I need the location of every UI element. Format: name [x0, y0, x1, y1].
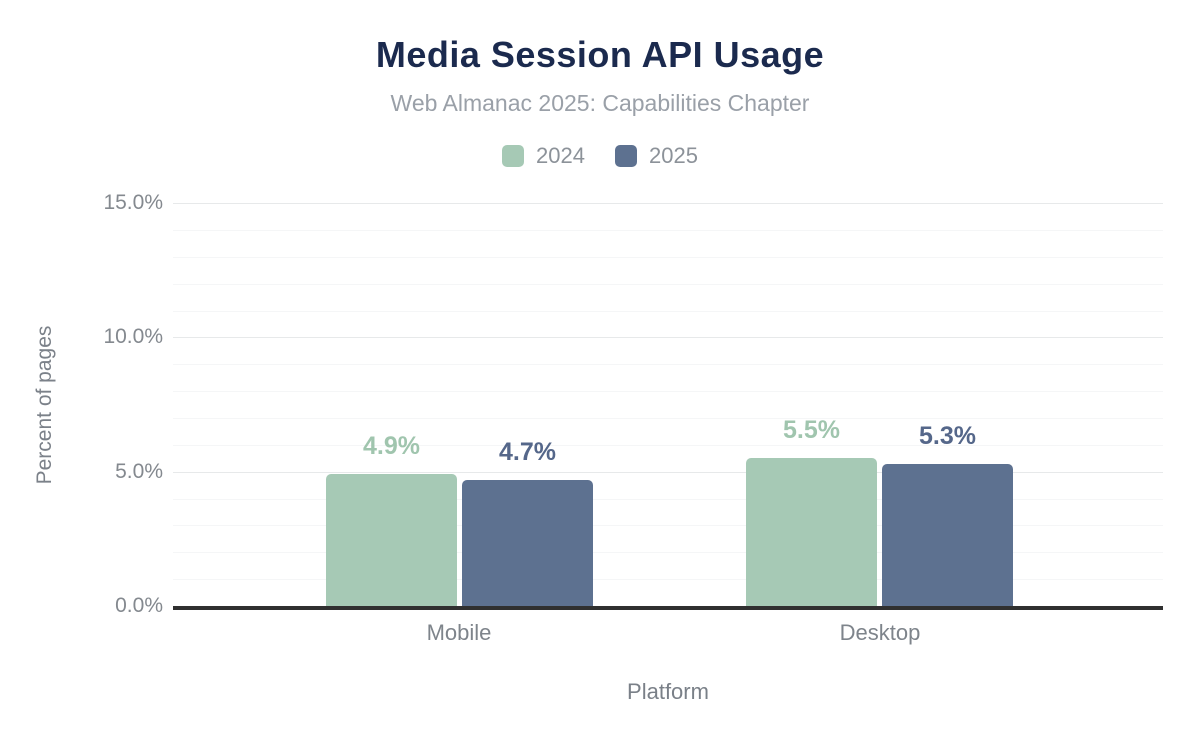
y-axis-ticks: 15.0% 10.0% 5.0% 0.0% [0, 191, 163, 617]
chart-subtitle: Web Almanac 2025: Capabilities Chapter [390, 90, 810, 116]
bar-label-mobile-2025: 4.7% [499, 437, 556, 466]
gridline [173, 498, 1163, 500]
bar-label-desktop-2024: 5.5% [783, 416, 840, 445]
legend-item-2025: 2025 [615, 143, 698, 169]
gridline [173, 391, 1163, 393]
gridline [173, 417, 1163, 419]
gridline [173, 525, 1163, 527]
bar-desktop-2025 [882, 463, 1013, 606]
gridline [173, 364, 1163, 366]
legend-swatch-2025 [615, 145, 637, 167]
gridline [173, 283, 1163, 285]
legend-label-2025: 2025 [649, 143, 698, 168]
gridline [173, 203, 1163, 204]
bar-mobile-2025 [462, 479, 593, 606]
legend-swatch-2024 [502, 145, 525, 167]
bar-mobile-2024 [326, 474, 457, 606]
x-tick-desktop: Desktop [839, 620, 921, 645]
bar-group-mobile-2024: 4.9% [326, 432, 457, 606]
bar-desktop-2024 [746, 458, 877, 606]
gridline [173, 471, 1163, 473]
gridline [173, 444, 1163, 446]
gridline [173, 310, 1163, 312]
legend-item-2024: 2024 [502, 143, 585, 169]
gridline [173, 552, 1163, 554]
chart-title: Media Session API Usage [375, 34, 825, 75]
y-tick-5: 5.0% [115, 459, 163, 483]
bar-group-desktop-2024: 5.5% [746, 416, 877, 606]
x-tick-mobile: Mobile [426, 620, 492, 645]
bar-label-mobile-2024: 4.9% [363, 432, 420, 461]
y-tick-10: 10.0% [103, 325, 163, 349]
gridline [173, 229, 1163, 231]
gridline [173, 579, 1163, 581]
y-tick-15: 15.0% [103, 191, 163, 214]
y-tick-0: 0.0% [115, 594, 163, 617]
bar-group-mobile-2025: 4.7% [462, 438, 593, 606]
x-axis-title: Platform [627, 679, 709, 704]
gridline [173, 256, 1163, 258]
plot-area: 4.9% 4.7% 5.5% 5.3% [173, 203, 1163, 610]
legend: 2024 2025 [0, 143, 1200, 169]
legend-label-2024: 2024 [536, 143, 585, 168]
bar-group-desktop-2025: 5.3% [882, 422, 1013, 606]
y-axis-title: Percent of pages [33, 325, 56, 485]
bar-label-desktop-2025: 5.3% [919, 421, 976, 450]
gridline [173, 337, 1163, 339]
